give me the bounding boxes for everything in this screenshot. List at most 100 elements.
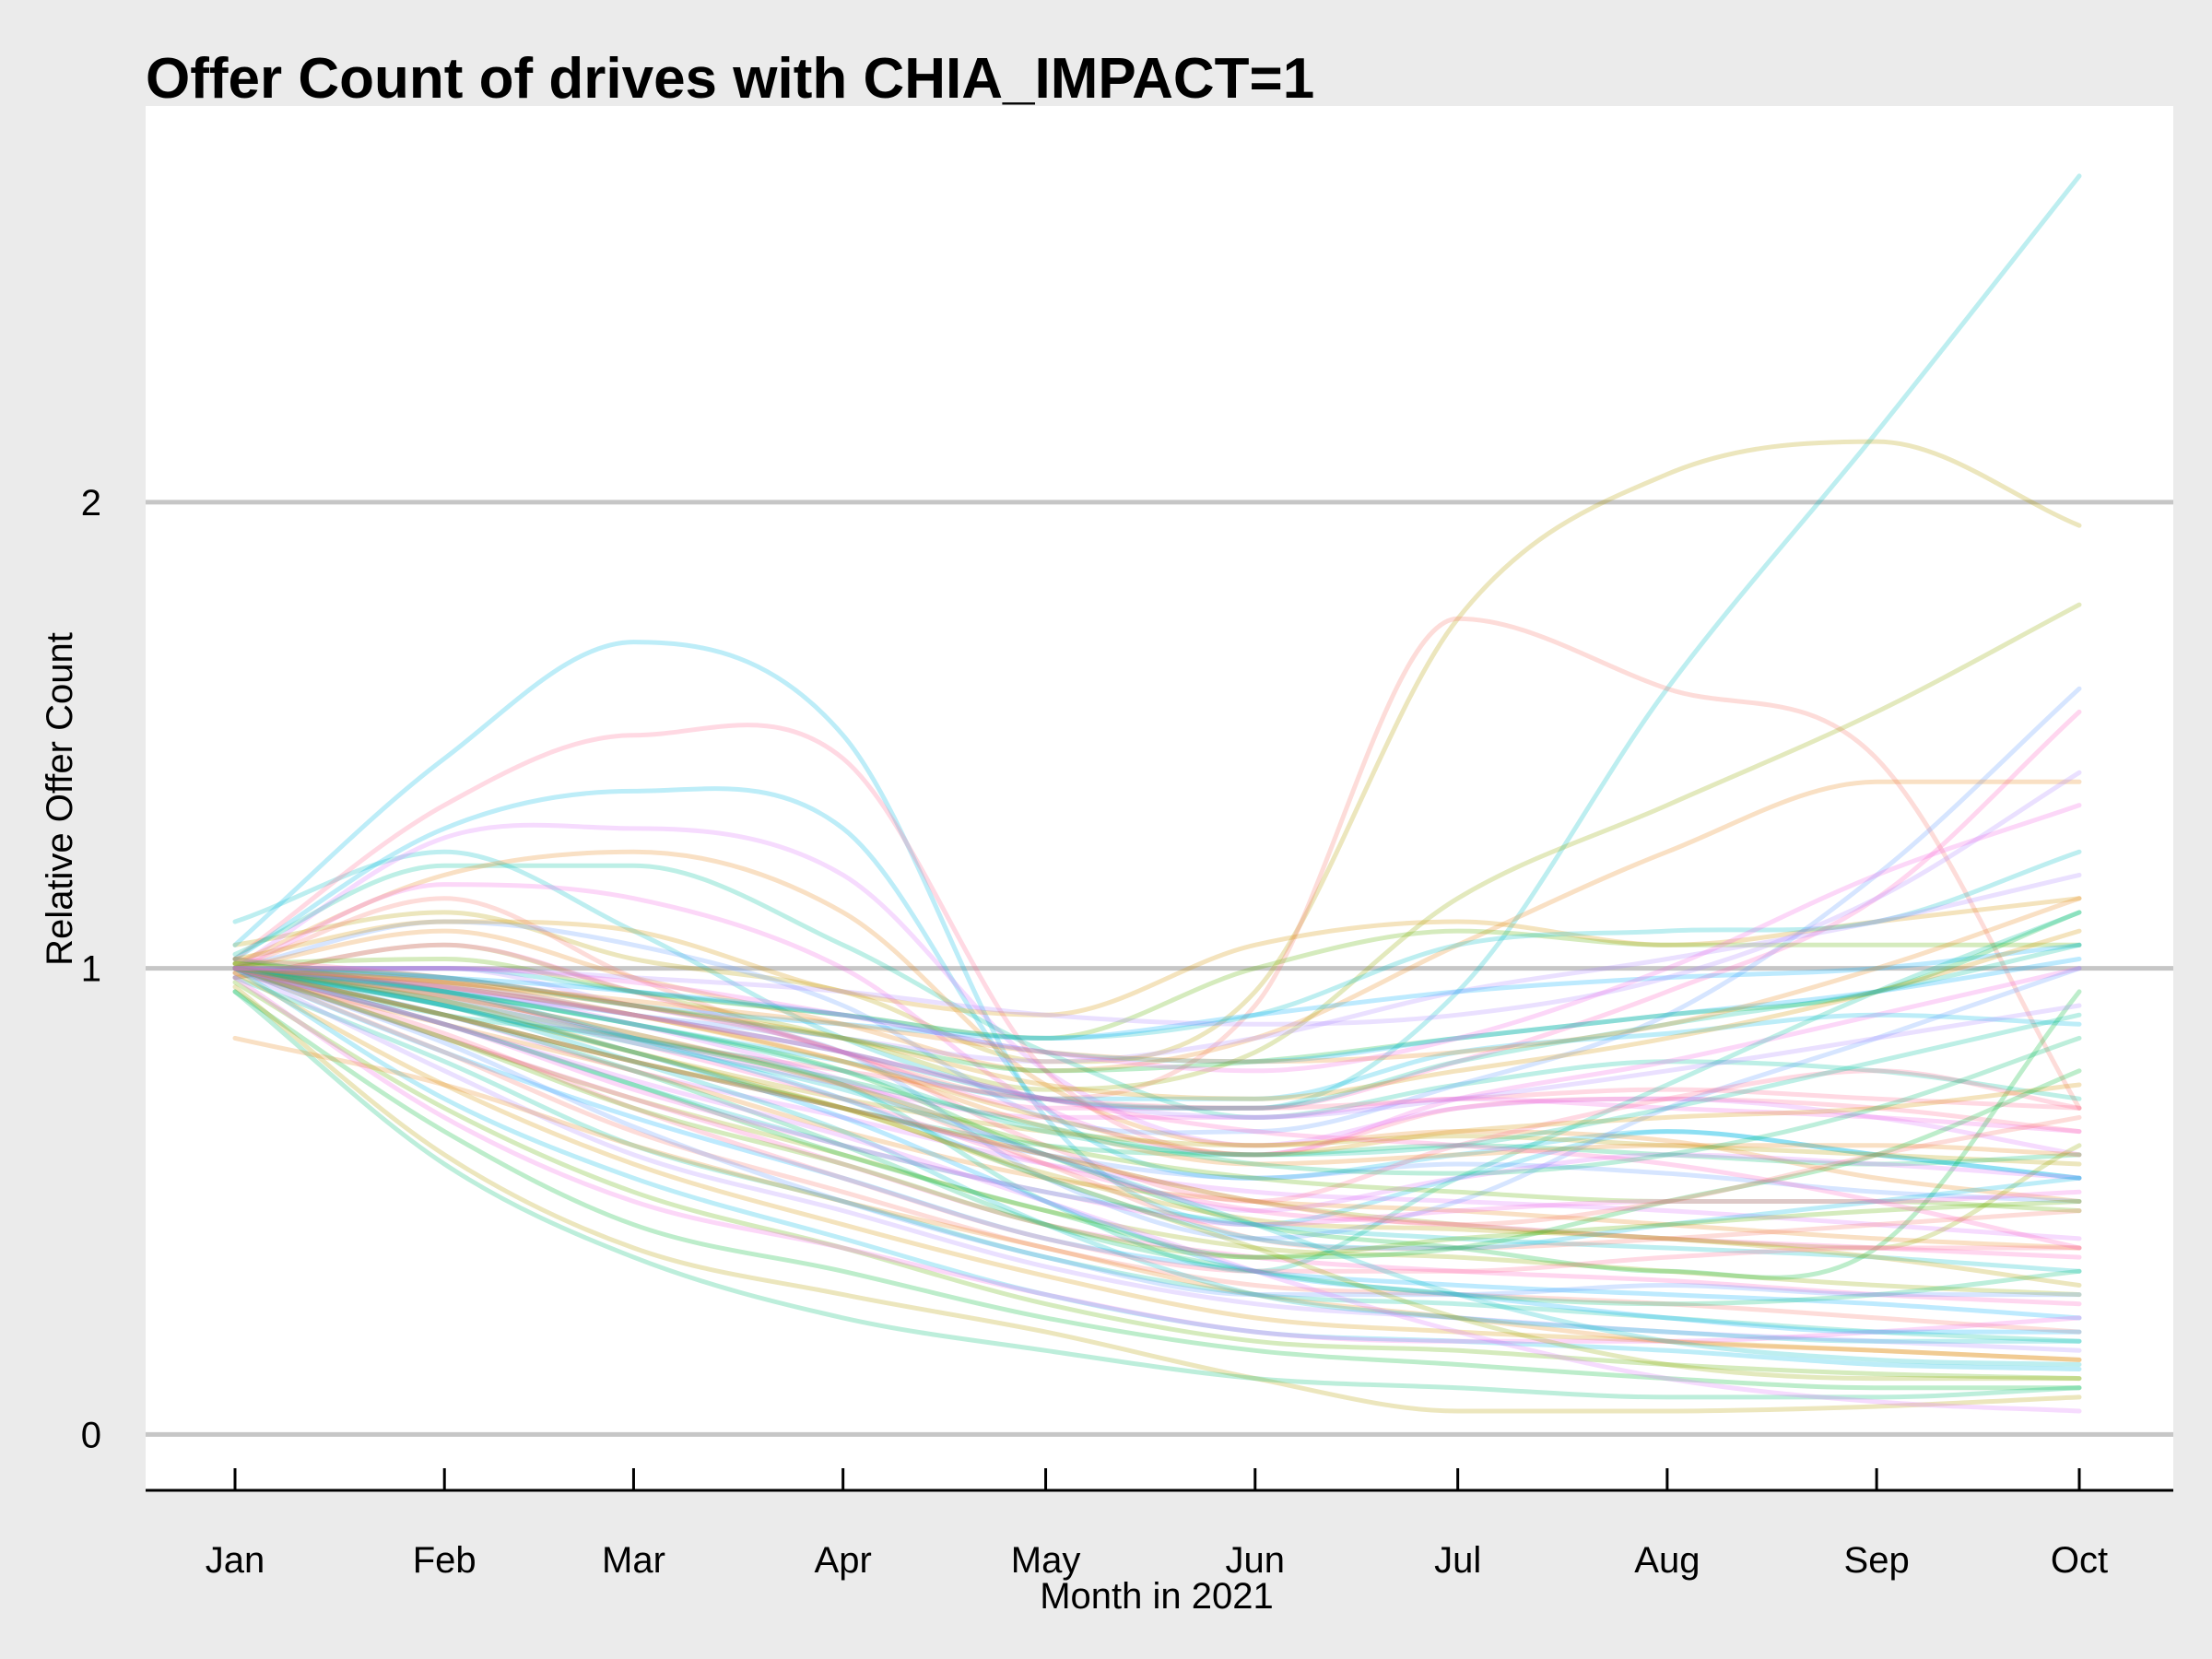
series-line-6 xyxy=(232,723,2082,1158)
series-line-12 xyxy=(232,686,2082,1135)
series-line-27 xyxy=(232,966,2082,1204)
series-line-10 xyxy=(232,849,2082,1204)
x-axis: Jan Feb Mar Apr May Jun Jul Aug Sep Oct xyxy=(146,1468,2173,1581)
x-tick-label-mar: Mar xyxy=(602,1540,665,1581)
series-line-61 xyxy=(232,966,2082,1288)
series-line-30 xyxy=(232,966,2082,1274)
series-line-69 xyxy=(232,957,2082,1065)
series-line-59 xyxy=(232,966,2082,1120)
series-line-34 xyxy=(232,966,2082,1335)
series-line-60 xyxy=(232,966,2082,1251)
y-axis: 0 1 2 xyxy=(81,483,101,1455)
series-line-35 xyxy=(232,975,2082,1344)
series-line-77 xyxy=(232,770,2082,1027)
series-line-25 xyxy=(232,966,2082,1167)
series-line-33 xyxy=(232,966,2082,1321)
series-line-46 xyxy=(232,910,2082,1274)
series-line-24 xyxy=(232,966,2082,1135)
series-line-9 xyxy=(232,863,2082,1120)
series-line-26 xyxy=(232,966,2082,1167)
series-line-56 xyxy=(232,966,2082,1252)
series-line-38 xyxy=(232,966,2082,1371)
series-line-19 xyxy=(232,942,2082,1041)
series-line-63 xyxy=(232,966,2082,1274)
x-tick-label-sep: Sep xyxy=(1844,1540,1910,1581)
y-axis-title: Relative Offer Count xyxy=(40,632,80,966)
x-axis-title: Month in 2021 xyxy=(1040,1576,1274,1617)
series-line-42 xyxy=(232,984,2082,1414)
series-line-18 xyxy=(232,872,2082,1065)
series-line-57 xyxy=(232,966,2082,1307)
series-line-49 xyxy=(232,966,2082,1251)
series-line-43 xyxy=(232,989,2082,1400)
x-tick-label-may: May xyxy=(1011,1540,1081,1581)
series-line-31 xyxy=(232,966,2082,1298)
series-line-23 xyxy=(232,966,2082,1111)
x-tick-label-aug: Aug xyxy=(1634,1540,1700,1581)
series-line-50 xyxy=(232,966,2082,1335)
series-line-11 xyxy=(232,882,2082,1158)
series-line-78 xyxy=(232,803,2082,1074)
series-line-70 xyxy=(232,966,2082,1251)
series-line-15 xyxy=(232,779,2082,1074)
series-line-4 xyxy=(232,602,2082,1092)
series-line-29 xyxy=(232,971,2082,1251)
series-line-37 xyxy=(232,971,2082,1362)
series-line-1 xyxy=(232,173,2082,1112)
series-line-64 xyxy=(232,966,2082,1298)
series-line-3 xyxy=(232,616,2082,1111)
series-line-52 xyxy=(232,961,2082,1158)
series-line-8 xyxy=(232,822,2082,1158)
series-line-36 xyxy=(232,966,2082,1353)
series-line-48 xyxy=(232,957,2082,1204)
series-line-13 xyxy=(232,896,2082,1018)
series-line-2 xyxy=(232,439,2082,1065)
series-line-72 xyxy=(232,966,2082,1367)
y-tick-label-2: 2 xyxy=(81,483,101,524)
series-line-44 xyxy=(232,1035,2082,1362)
series-line-45 xyxy=(232,966,2082,1241)
x-tick-label-apr: Apr xyxy=(815,1540,872,1581)
series-line-58 xyxy=(232,966,2082,1167)
series-line-7 xyxy=(232,786,2082,1181)
series-line-67 xyxy=(232,966,2082,1158)
series-line-73 xyxy=(232,966,2082,1414)
x-tick-label-oct: Oct xyxy=(2051,1540,2108,1581)
series-line-39 xyxy=(232,980,2082,1382)
y-tick-label-0: 0 xyxy=(81,1415,101,1455)
y-tick-label-1: 1 xyxy=(81,949,101,990)
gridlines xyxy=(146,500,2173,1437)
x-tick-label-feb: Feb xyxy=(413,1540,477,1581)
x-tick-label-jul: Jul xyxy=(1434,1540,1481,1581)
series-line-53 xyxy=(232,966,2082,1214)
series-line-62 xyxy=(232,966,2082,1260)
series-line-14 xyxy=(232,709,2082,1111)
series-line-22 xyxy=(232,966,2082,1101)
series-line-16 xyxy=(232,928,2082,1041)
series-line-65 xyxy=(232,966,2082,1260)
series-line-17 xyxy=(232,849,2082,1041)
series-line-47 xyxy=(232,957,2082,1280)
series-line-55 xyxy=(232,966,2082,1344)
series-line-41 xyxy=(232,975,2082,1344)
series-layer xyxy=(232,173,2082,1414)
series-line-76 xyxy=(232,896,2082,1065)
series-line-32 xyxy=(232,966,2082,1307)
plot-panel xyxy=(146,106,2173,1490)
series-line-28 xyxy=(232,966,2082,1241)
chart-title: Offer Count of drives with CHIA_IMPACT=1 xyxy=(146,47,1314,111)
series-line-71 xyxy=(232,966,2082,1382)
series-line-21 xyxy=(232,942,2082,1111)
series-line-20 xyxy=(232,910,2082,1074)
series-line-75 xyxy=(232,966,2082,1176)
series-line-74 xyxy=(232,966,2082,1228)
series-line-51 xyxy=(232,966,2082,1214)
series-line-54 xyxy=(232,966,2082,1260)
x-tick-label-jun: Jun xyxy=(1226,1540,1286,1581)
series-line-66 xyxy=(232,966,2082,1228)
series-line-40 xyxy=(232,989,2082,1391)
x-tick-label-jan: Jan xyxy=(206,1540,265,1581)
series-line-5 xyxy=(232,640,2082,1228)
